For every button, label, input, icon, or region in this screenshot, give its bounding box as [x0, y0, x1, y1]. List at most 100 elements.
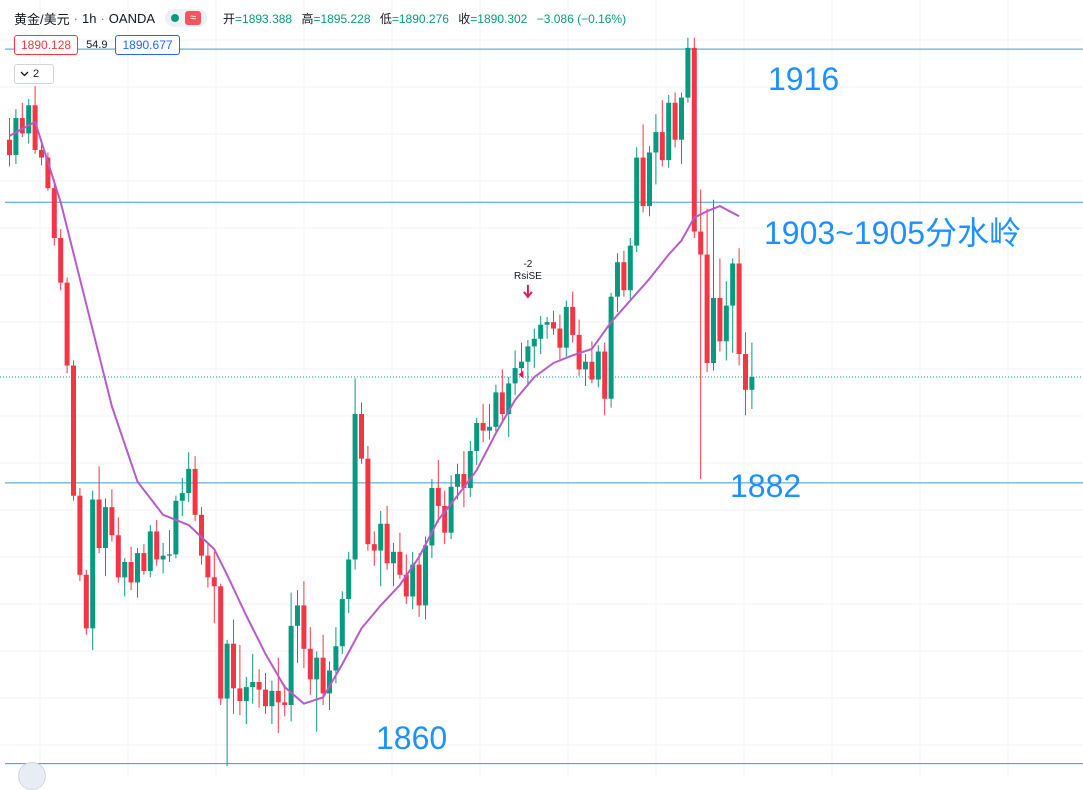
candle-body: [359, 414, 364, 459]
candle-body: [493, 392, 499, 427]
candle-body: [275, 690, 281, 703]
candle-body: [634, 157, 640, 246]
candle-body: [672, 102, 678, 140]
candle-body: [653, 132, 659, 153]
candle-body: [288, 625, 294, 705]
settings-icon[interactable]: [18, 762, 46, 790]
candle-body: [96, 499, 102, 548]
candle-body: [608, 296, 614, 399]
candle-body: [467, 451, 473, 489]
candle-body: [263, 689, 268, 707]
candle-body: [167, 554, 172, 556]
candle-body: [506, 383, 512, 415]
candle-body: [416, 564, 422, 606]
candle-body: [211, 577, 217, 587]
annotation-1882[interactable]: 1882: [730, 468, 802, 504]
candle-body: [301, 605, 307, 649]
symbol-name[interactable]: 黄金/美元: [14, 11, 70, 27]
candle-body: [365, 458, 371, 545]
candle-body: [327, 670, 332, 694]
legend-separator: ·: [73, 10, 78, 26]
candle-body: [135, 553, 140, 583]
candle-body: [570, 306, 576, 335]
indicators-toggle-button[interactable]: 2: [14, 64, 54, 84]
candle-body: [519, 361, 524, 369]
candle-body: [487, 426, 492, 431]
candle-body: [39, 149, 44, 158]
candle-body: [384, 523, 390, 564]
open-label: 开: [223, 11, 236, 26]
candle-body: [307, 648, 313, 680]
annotation-watershed[interactable]: 1903~1905分水岭: [764, 215, 1022, 251]
candle-body: [442, 505, 448, 533]
market-status[interactable]: ≈: [165, 9, 208, 27]
candle-body: [7, 139, 12, 156]
candle-body: [403, 574, 409, 597]
candle-body: [269, 690, 275, 707]
candle-body: [621, 262, 627, 291]
candle-body: [391, 551, 396, 564]
candle-body: [448, 486, 454, 533]
candle-body: [531, 338, 537, 347]
candle-body: [19, 118, 25, 134]
source-label: OANDA: [108, 10, 156, 26]
chevron-down-icon: [20, 71, 29, 77]
candle-body: [698, 231, 704, 255]
candle-body: [173, 500, 179, 555]
candle-body: [557, 328, 563, 348]
candle-body: [474, 422, 480, 452]
candle-body: [320, 657, 326, 694]
candle-body: [250, 681, 256, 688]
candle-body: [659, 132, 665, 161]
change-value: −3.086 (−0.16%): [536, 11, 627, 26]
annotation-1860[interactable]: 1860: [376, 720, 448, 756]
candle-body: [423, 545, 428, 606]
candle-body: [602, 351, 608, 399]
candle-body: [346, 559, 352, 600]
candle-body: [583, 361, 588, 370]
candle-body: [256, 681, 262, 690]
candle-body: [205, 555, 211, 578]
candle-body: [243, 687, 249, 702]
sell-price-button[interactable]: 1890.128: [14, 35, 79, 55]
candle-body: [544, 322, 550, 325]
candle-body: [749, 377, 755, 390]
candle-body: [378, 523, 384, 551]
candle-body: [160, 555, 166, 560]
candle-body: [512, 368, 518, 384]
close-label: 收: [458, 11, 471, 26]
candle-body: [64, 282, 70, 366]
candle-body: [371, 544, 377, 551]
candle-body: [32, 105, 38, 150]
indicator-count: 2: [33, 68, 40, 80]
candle-body: [730, 263, 736, 306]
candle-body: [615, 262, 620, 297]
interval-label[interactable]: 1h: [81, 10, 97, 26]
candle-body: [115, 535, 121, 578]
candle-body: [147, 531, 153, 571]
candle-body: [736, 263, 742, 355]
wave-icon: ≈: [185, 11, 202, 25]
candle-body: [435, 488, 441, 506]
candle-body: [51, 188, 57, 238]
candle-body: [295, 605, 300, 626]
signal-arrow-icon: [523, 284, 533, 299]
candle-body: [58, 237, 64, 283]
candle-body: [192, 468, 198, 515]
candle-body: [563, 306, 569, 348]
candle-body: [461, 474, 467, 489]
ohlc-values: 开=1893.388 高=1895.228 低=1890.276 收=1890.…: [223, 10, 626, 27]
candle-body: [154, 531, 160, 560]
candle-body: [186, 468, 192, 494]
candle-body: [352, 414, 358, 560]
candle-body: [685, 47, 691, 98]
candle-body: [666, 102, 672, 161]
candle-body: [647, 152, 652, 207]
annotation-1916[interactable]: 1916: [768, 61, 840, 97]
candle-body: [589, 361, 595, 380]
candle-body: [333, 646, 339, 671]
buy-price-button[interactable]: 1890.677: [115, 35, 180, 55]
candle-body: [551, 322, 556, 329]
candle-body: [429, 488, 435, 546]
